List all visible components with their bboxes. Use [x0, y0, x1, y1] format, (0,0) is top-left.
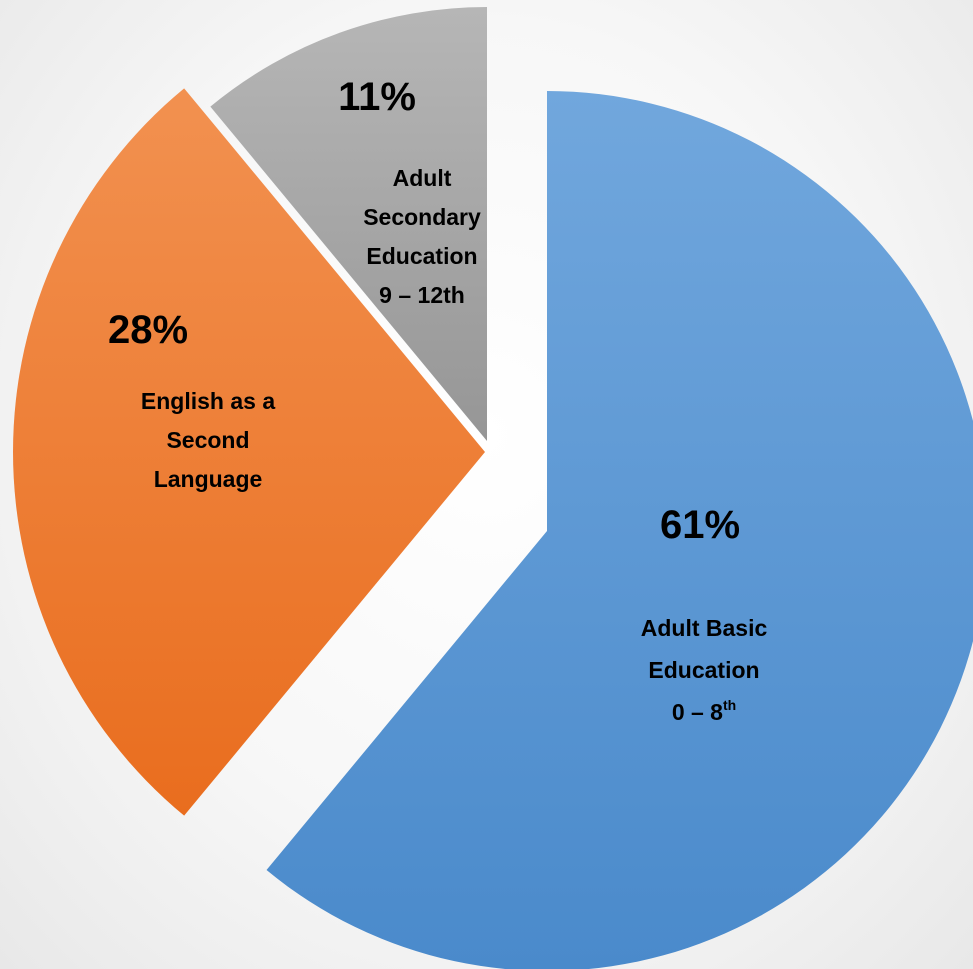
category-label-line: Adult Basic [641, 615, 768, 641]
category-label-line: Secondary [363, 204, 481, 230]
category-label-grade: 0 – 8th [672, 697, 736, 725]
pie-slice-english-as-a-second-language [13, 88, 486, 816]
category-label-line: Education [648, 657, 759, 683]
category-label-line: 9 – 12th [379, 282, 465, 308]
category-label-line: English as a [141, 388, 275, 414]
data-label-percent: 11% [338, 75, 416, 119]
data-label-percent: 28% [108, 308, 188, 352]
data-label-percent: 61% [660, 503, 740, 547]
category-label-line: Language [154, 466, 263, 492]
pie-slice-adult-basic-education-0-8th [266, 91, 973, 969]
category-label-line: Second [166, 427, 249, 453]
grade-range: 0 – 8 [672, 699, 723, 725]
pie-slice-adult-secondary-education-9-12th [210, 7, 488, 441]
grade-superscript: th [723, 697, 736, 713]
category-label-line: Education [366, 243, 477, 269]
slices-layer [13, 7, 973, 969]
category-label-line: Adult [393, 165, 452, 191]
labels-layer: 61% Adult Basic Education 0 – 8th 28% English… [108, 75, 767, 725]
